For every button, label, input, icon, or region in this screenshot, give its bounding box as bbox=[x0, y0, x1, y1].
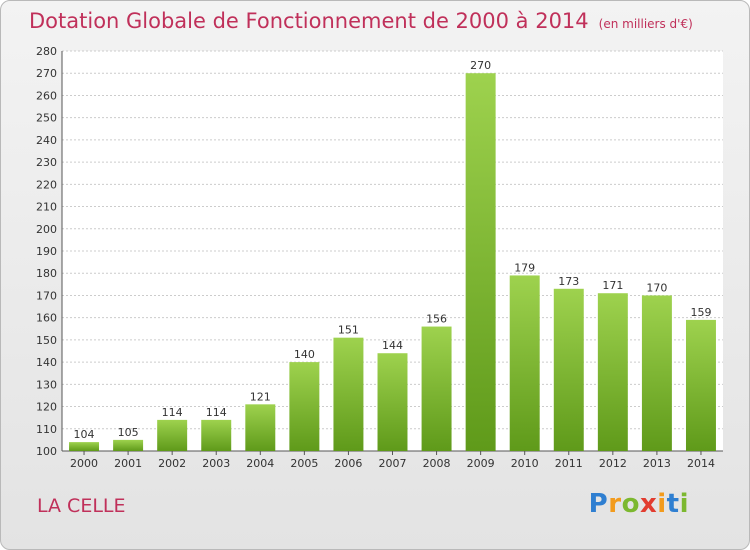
data-label: 171 bbox=[602, 279, 623, 292]
x-tick-label: 2006 bbox=[334, 457, 362, 470]
data-label: 105 bbox=[118, 426, 139, 439]
data-label: 270 bbox=[470, 59, 491, 72]
y-tick-label: 190 bbox=[36, 245, 57, 258]
data-label: 156 bbox=[426, 313, 447, 326]
x-tick-label: 2011 bbox=[555, 457, 583, 470]
logo-letter: P bbox=[588, 489, 609, 519]
y-tick-label: 140 bbox=[36, 356, 57, 369]
y-tick-label: 100 bbox=[36, 445, 57, 458]
proxiti-logo[interactable]: Proxiti bbox=[589, 489, 689, 519]
logo-letter: i bbox=[657, 489, 667, 519]
x-tick-label: 2009 bbox=[467, 457, 495, 470]
x-tick-label: 2010 bbox=[511, 457, 539, 470]
y-tick-label: 130 bbox=[36, 378, 57, 391]
y-tick-label: 210 bbox=[36, 201, 57, 214]
bar bbox=[69, 442, 100, 451]
y-tick-label: 270 bbox=[36, 67, 57, 80]
bar bbox=[685, 319, 716, 451]
bar bbox=[333, 337, 364, 451]
y-tick-label: 110 bbox=[36, 423, 57, 436]
x-tick-label: 2000 bbox=[70, 457, 98, 470]
x-tick-label: 2003 bbox=[202, 457, 230, 470]
bar bbox=[289, 362, 320, 451]
y-tick-label: 200 bbox=[36, 223, 57, 236]
x-tick-label: 2013 bbox=[643, 457, 671, 470]
bar bbox=[157, 419, 188, 451]
bar bbox=[245, 404, 276, 451]
chart-title: Dotation Globale de Fonctionnement de 20… bbox=[29, 9, 693, 33]
data-label: 121 bbox=[250, 390, 271, 403]
bar bbox=[201, 419, 232, 451]
y-tick-label: 170 bbox=[36, 289, 57, 302]
x-tick-label: 2014 bbox=[687, 457, 715, 470]
y-tick-label: 260 bbox=[36, 89, 57, 102]
x-tick-label: 2008 bbox=[423, 457, 451, 470]
bar bbox=[465, 73, 496, 451]
x-tick-label: 2005 bbox=[290, 457, 318, 470]
data-label: 173 bbox=[558, 275, 579, 288]
y-tick-label: 230 bbox=[36, 156, 57, 169]
logo-letter: x bbox=[639, 489, 658, 519]
data-label: 144 bbox=[382, 339, 403, 352]
y-tick-label: 280 bbox=[36, 45, 57, 58]
data-label: 159 bbox=[690, 306, 711, 319]
y-tick-label: 250 bbox=[36, 112, 57, 125]
data-label: 104 bbox=[74, 428, 95, 441]
data-label: 179 bbox=[514, 261, 535, 274]
data-label: 140 bbox=[294, 348, 315, 361]
chart-subtitle: (en milliers d'€) bbox=[598, 17, 693, 31]
x-tick-label: 2007 bbox=[379, 457, 407, 470]
bar bbox=[641, 295, 672, 451]
data-label: 170 bbox=[646, 281, 667, 294]
chart-title-text: Dotation Globale de Fonctionnement de 20… bbox=[29, 9, 589, 33]
bar bbox=[553, 288, 584, 451]
logo-letter: i bbox=[679, 489, 689, 519]
y-tick-label: 220 bbox=[36, 178, 57, 191]
x-tick-label: 2012 bbox=[599, 457, 627, 470]
x-tick-label: 2002 bbox=[158, 457, 186, 470]
x-tick-label: 2004 bbox=[246, 457, 274, 470]
data-label: 151 bbox=[338, 324, 359, 337]
bar bbox=[113, 439, 144, 451]
logo-letter: t bbox=[666, 489, 680, 519]
data-label: 114 bbox=[162, 406, 183, 419]
logo-letter: o bbox=[621, 489, 640, 519]
y-tick-label: 150 bbox=[36, 334, 57, 347]
y-tick-label: 120 bbox=[36, 401, 57, 414]
y-tick-label: 180 bbox=[36, 267, 57, 280]
bar bbox=[421, 326, 452, 451]
data-label: 114 bbox=[206, 406, 227, 419]
bar bbox=[597, 293, 628, 451]
bar bbox=[377, 353, 408, 451]
y-tick-label: 160 bbox=[36, 312, 57, 325]
town-name: LA CELLE bbox=[37, 495, 126, 517]
x-tick-label: 2001 bbox=[114, 457, 142, 470]
y-tick-label: 240 bbox=[36, 134, 57, 147]
logo-letter: r bbox=[608, 489, 622, 519]
bar bbox=[509, 275, 540, 451]
